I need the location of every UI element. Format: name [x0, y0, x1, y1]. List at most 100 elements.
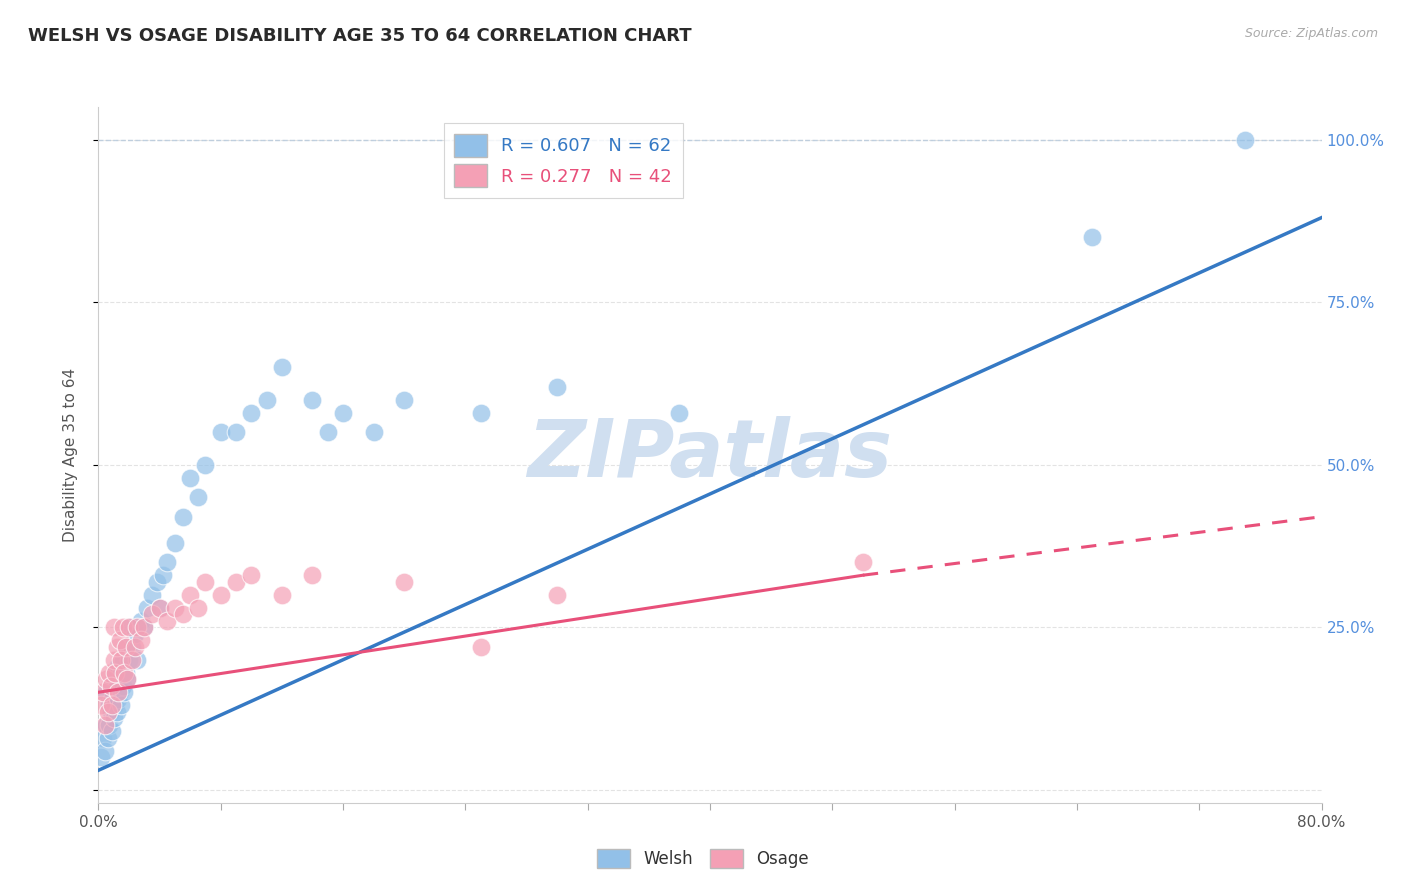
Point — [103, 653, 125, 667]
Point — [225, 574, 247, 589]
Point — [209, 588, 232, 602]
Point — [470, 406, 492, 420]
Point — [115, 640, 138, 654]
Text: Source: ZipAtlas.com: Source: ZipAtlas.com — [1244, 27, 1378, 40]
Point — [194, 574, 217, 589]
Point — [107, 659, 129, 673]
Point — [209, 425, 232, 439]
Point — [149, 600, 172, 615]
Point — [316, 425, 339, 439]
Point — [100, 679, 122, 693]
Legend: Welsh, Osage: Welsh, Osage — [591, 842, 815, 875]
Point — [108, 633, 131, 648]
Point — [134, 620, 156, 634]
Point — [145, 574, 167, 589]
Point — [179, 588, 201, 602]
Point — [240, 406, 263, 420]
Legend: R = 0.607   N = 62, R = 0.277   N = 42: R = 0.607 N = 62, R = 0.277 N = 42 — [443, 123, 683, 198]
Point — [97, 705, 120, 719]
Point — [163, 535, 186, 549]
Point — [101, 698, 124, 713]
Point — [256, 392, 278, 407]
Point — [470, 640, 492, 654]
Point — [103, 620, 125, 634]
Point — [124, 640, 146, 654]
Point — [129, 633, 152, 648]
Point — [93, 718, 115, 732]
Point — [163, 600, 186, 615]
Text: WELSH VS OSAGE DISABILITY AGE 35 TO 64 CORRELATION CHART: WELSH VS OSAGE DISABILITY AGE 35 TO 64 C… — [28, 27, 692, 45]
Point — [108, 685, 131, 699]
Point — [115, 640, 138, 654]
Point — [156, 555, 179, 569]
Point — [117, 672, 139, 686]
Point — [270, 588, 292, 602]
Point — [852, 555, 875, 569]
Point — [125, 653, 148, 667]
Point — [172, 509, 194, 524]
Point — [187, 490, 209, 504]
Point — [117, 672, 139, 686]
Point — [94, 685, 117, 699]
Point — [141, 607, 163, 622]
Point — [125, 620, 148, 634]
Point — [118, 620, 141, 634]
Point — [101, 724, 124, 739]
Point — [1234, 132, 1257, 146]
Point — [90, 698, 112, 713]
Point — [101, 691, 124, 706]
Point — [104, 665, 127, 680]
Y-axis label: Disability Age 35 to 64: Disability Age 35 to 64 — [63, 368, 77, 542]
Point — [179, 471, 201, 485]
Point — [225, 425, 247, 439]
Point — [301, 392, 323, 407]
Point — [152, 568, 174, 582]
Point — [187, 600, 209, 615]
Point — [100, 679, 122, 693]
Point — [270, 360, 292, 375]
Point — [134, 620, 156, 634]
Point — [194, 458, 217, 472]
Point — [103, 711, 125, 725]
Point — [97, 731, 120, 745]
Point — [118, 620, 141, 634]
Point — [98, 698, 121, 713]
Point — [136, 600, 159, 615]
Point — [111, 653, 134, 667]
Point — [98, 718, 121, 732]
Point — [91, 731, 114, 745]
Point — [112, 665, 135, 680]
Point — [1081, 230, 1104, 244]
Point — [110, 665, 132, 680]
Point — [363, 425, 385, 439]
Point — [392, 574, 416, 589]
Point — [112, 685, 135, 699]
Point — [110, 653, 132, 667]
Point — [111, 620, 134, 634]
Point — [124, 626, 146, 640]
Point — [100, 705, 122, 719]
Point — [149, 600, 172, 615]
Point — [93, 744, 115, 758]
Point — [546, 588, 568, 602]
Point — [118, 653, 141, 667]
Point — [129, 614, 152, 628]
Point — [392, 392, 416, 407]
Point — [94, 672, 117, 686]
Point — [98, 665, 121, 680]
Point — [94, 718, 117, 732]
Point — [115, 665, 138, 680]
Point — [105, 640, 128, 654]
Text: ZIPatlas: ZIPatlas — [527, 416, 893, 494]
Point — [107, 691, 129, 706]
Point — [301, 568, 323, 582]
Point — [141, 588, 163, 602]
Point — [104, 698, 127, 713]
Point — [110, 698, 132, 713]
Point — [121, 640, 143, 654]
Point — [240, 568, 263, 582]
Point — [332, 406, 354, 420]
Point — [107, 685, 129, 699]
Point — [90, 750, 112, 764]
Point — [121, 653, 143, 667]
